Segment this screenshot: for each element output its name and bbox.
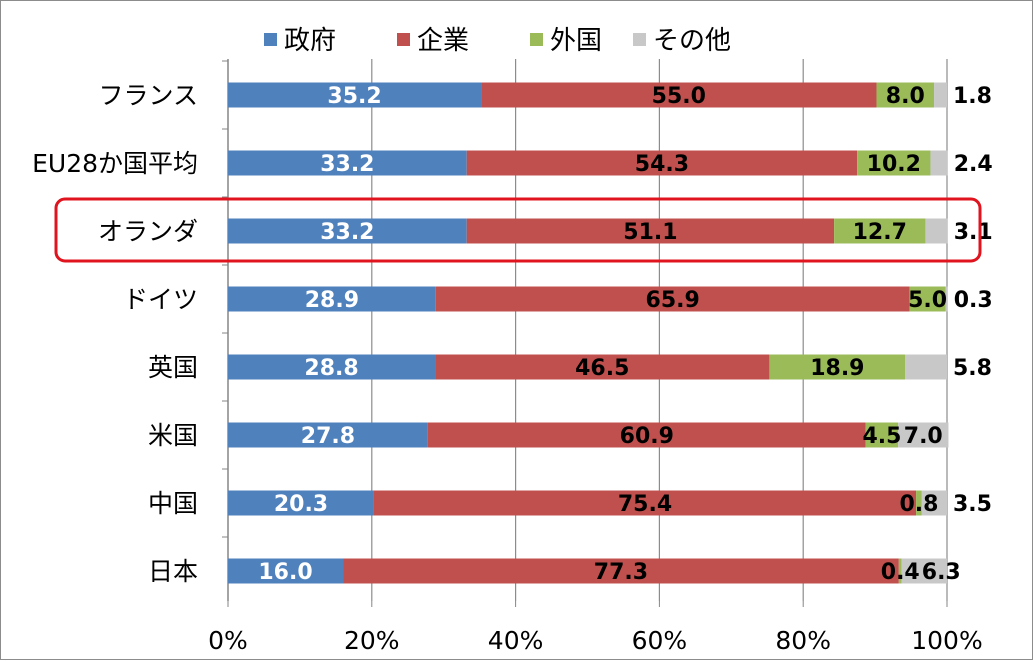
value-label: 8.0 xyxy=(886,84,925,109)
value-label: 7.0 xyxy=(904,424,943,449)
bar-segment xyxy=(228,558,344,584)
tick-label: 80% xyxy=(775,626,831,655)
category-label: 日本 xyxy=(148,557,198,586)
bar-segment xyxy=(769,354,906,380)
tick-label: 40% xyxy=(488,626,544,655)
value-label: 3.1 xyxy=(954,220,993,245)
highlight-outline xyxy=(54,197,982,263)
bar-segment xyxy=(435,286,910,312)
legend-swatch xyxy=(633,33,646,46)
value-label: 46.5 xyxy=(575,356,629,381)
bar-segment xyxy=(865,422,899,448)
legend-entry: その他 xyxy=(653,26,731,56)
bar-segment xyxy=(905,354,947,380)
value-label: 77.3 xyxy=(594,560,648,585)
value-label: 33.2 xyxy=(320,220,374,245)
value-label: 27.8 xyxy=(301,424,355,449)
value-label: 33.2 xyxy=(320,152,374,177)
value-label: 75.4 xyxy=(618,492,672,517)
value-label: 5.8 xyxy=(953,356,992,381)
legend: 政府 企業 外国 その他 xyxy=(264,26,731,56)
highlight-box xyxy=(54,197,982,263)
value-label: 55.0 xyxy=(652,84,706,109)
category-label: 英国 xyxy=(148,353,198,382)
bar-segment xyxy=(921,490,947,516)
value-label: 18.9 xyxy=(810,356,864,381)
value-label: 3.5 xyxy=(953,492,992,517)
value-label: 54.3 xyxy=(635,152,689,177)
tick-label: 60% xyxy=(632,626,688,655)
value-label: 60.9 xyxy=(620,424,674,449)
bar-segment xyxy=(373,490,917,516)
value-label: 6.3 xyxy=(922,560,961,585)
value-label: 0.3 xyxy=(954,288,993,313)
category-label: オランダ xyxy=(98,217,198,246)
bar-stacks xyxy=(228,82,949,584)
bar-segment xyxy=(228,286,436,312)
x-axis-ticks: 0% 20% 40% 60% 80% 100% xyxy=(208,626,983,655)
category-label: 中国 xyxy=(148,489,198,518)
gridlines xyxy=(222,59,948,607)
bar-segment xyxy=(228,82,482,108)
value-label: 10.2 xyxy=(867,152,921,177)
bar-segment xyxy=(876,82,935,108)
tick-label: 20% xyxy=(344,626,400,655)
bar-segment xyxy=(934,82,947,108)
bar-segment xyxy=(945,286,948,312)
value-label: 35.2 xyxy=(327,84,381,109)
value-label: 0.8 xyxy=(899,492,938,517)
bar-segment xyxy=(481,82,877,108)
bar-segment xyxy=(916,490,922,516)
bar-segment xyxy=(857,150,931,176)
value-label: 1.8 xyxy=(953,84,992,109)
bar-segment xyxy=(427,422,866,448)
legend-swatch xyxy=(397,33,410,46)
bar-segment xyxy=(834,218,926,244)
bar-segment xyxy=(466,150,858,176)
tick-label: 100% xyxy=(911,626,982,655)
bar-segment xyxy=(909,286,946,312)
legend-entry: 企業 xyxy=(417,26,469,56)
value-label: 51.1 xyxy=(623,220,677,245)
bar-segment xyxy=(466,218,835,244)
category-label: EU28か国平均 xyxy=(32,149,198,178)
bar-segment xyxy=(925,218,948,244)
bar-segment xyxy=(228,354,436,380)
tick-label: 0% xyxy=(208,626,248,655)
bar-segment xyxy=(930,150,948,176)
value-label: 28.8 xyxy=(304,356,358,381)
category-label: フランス xyxy=(98,81,198,110)
bar-segment xyxy=(343,558,899,584)
legend-entry: 外国 xyxy=(550,26,602,56)
legend-swatch xyxy=(264,33,277,46)
bar-segment xyxy=(228,490,374,516)
value-label: 2.4 xyxy=(954,152,993,177)
value-label: 28.9 xyxy=(305,288,359,313)
value-label: 16.0 xyxy=(258,560,312,585)
value-label: 0.4 xyxy=(881,560,920,585)
bar-segment xyxy=(228,218,467,244)
bar-segment xyxy=(228,422,428,448)
legend-entry: 政府 xyxy=(284,26,336,56)
bar-segment xyxy=(435,354,770,380)
bar-segment xyxy=(901,558,947,584)
category-label: 米国 xyxy=(148,421,198,450)
value-labels: 35.2 55.0 8.0 1.8 33.2 54.3 10.2 2.4 33.2 51.1 12.… xyxy=(258,84,992,585)
value-label: 12.7 xyxy=(853,220,907,245)
value-label: 5.0 xyxy=(908,288,947,313)
legend-swatch xyxy=(530,33,543,46)
value-label: 20.3 xyxy=(274,492,328,517)
value-label: 4.5 xyxy=(862,424,901,449)
bar-segment xyxy=(898,422,949,448)
bar-segment xyxy=(228,150,467,176)
bar-segment xyxy=(898,558,902,584)
value-label: 65.9 xyxy=(646,288,700,313)
category-label: ドイツ xyxy=(123,285,198,314)
